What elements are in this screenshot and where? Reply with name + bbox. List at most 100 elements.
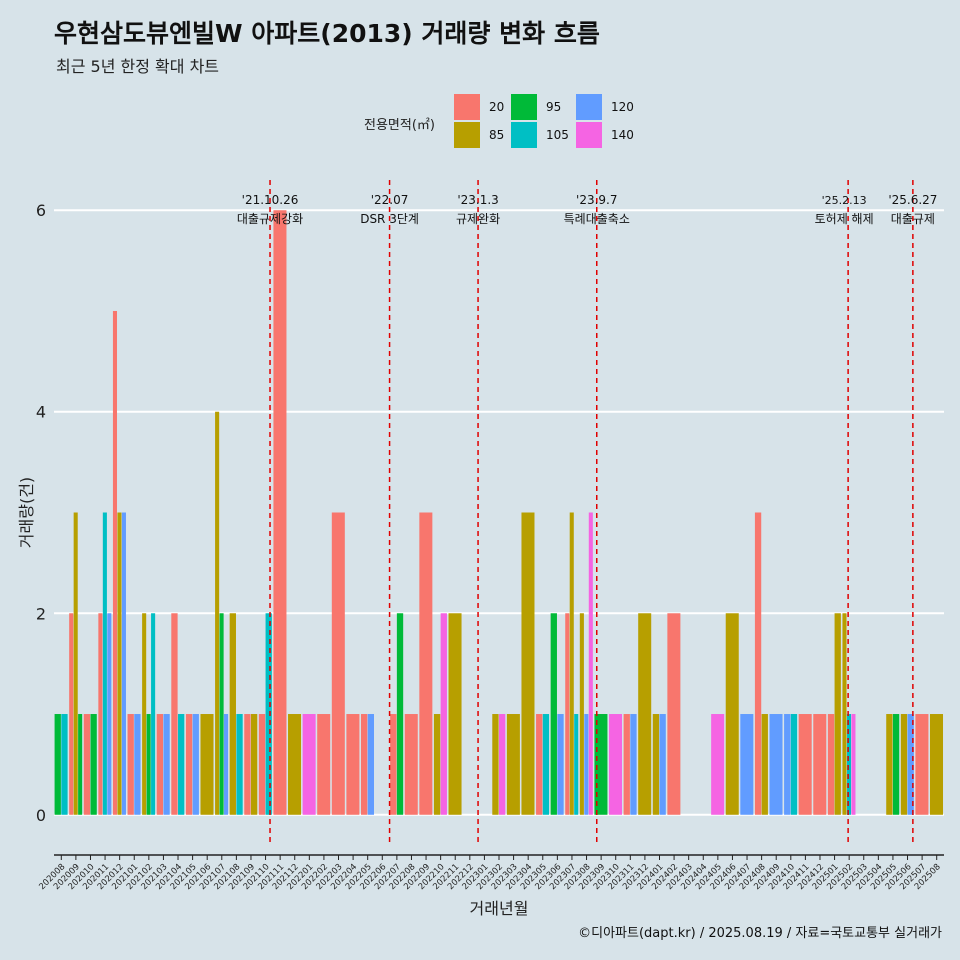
bar-202010-95 xyxy=(90,714,97,815)
bar-202501-20 xyxy=(827,714,835,815)
bar-202009-85 xyxy=(73,512,78,815)
legend-key-85 xyxy=(454,122,480,148)
bar-202508-85 xyxy=(929,714,944,815)
bar-202209-20 xyxy=(419,512,433,815)
bar-202410-105 xyxy=(790,714,798,815)
y-axis-title: 거래량(건) xyxy=(17,477,36,548)
bar-202102-105 xyxy=(151,613,156,815)
bar-202101-120 xyxy=(134,714,141,815)
bar-202009-95 xyxy=(78,714,83,815)
bar-202012-85 xyxy=(117,512,122,815)
legend-key-120 xyxy=(576,94,602,120)
bar-202311-20 xyxy=(623,714,630,815)
bar-202112-85 xyxy=(288,714,302,815)
event-name-label-2: 규제완화 xyxy=(456,212,500,226)
event-date-label-0: '21.10.26 xyxy=(242,193,299,207)
bar-202109-85 xyxy=(250,714,258,815)
legend-label-95: 95 xyxy=(546,100,562,114)
bar-202406-85 xyxy=(725,613,739,815)
bar-202110-105 xyxy=(265,613,272,815)
bar-202111-20 xyxy=(273,210,287,815)
bar-202312-85 xyxy=(638,613,652,815)
bar-202303-85 xyxy=(506,714,520,815)
bar-202103-20 xyxy=(156,714,164,815)
chart-subtitle: 최근 5년 한정 확대 차트 xyxy=(56,57,220,76)
bar-202502-105 xyxy=(846,714,851,815)
bar-202106-85 xyxy=(200,714,214,815)
bar-202506-85 xyxy=(900,714,908,815)
bar-202201-140 xyxy=(302,714,316,815)
bar-202101-20 xyxy=(127,714,134,815)
bar-202308-140 xyxy=(588,512,593,815)
bar-202108-105 xyxy=(236,714,243,815)
bar-202306-95 xyxy=(550,613,557,815)
bar-202302-140 xyxy=(499,714,506,815)
bar-202202-20 xyxy=(317,714,331,815)
legend-label-120: 120 xyxy=(611,100,634,114)
y-tick-label-6: 6 xyxy=(36,201,46,220)
source-caption: ©디아파트(dapt.kr) / 2025.08.19 / 자료=국토교통부 실… xyxy=(578,926,942,941)
bar-202207-95 xyxy=(396,613,404,815)
bar-202502-85 xyxy=(842,613,847,815)
bar-202310-140 xyxy=(609,714,623,815)
bar-202401-85 xyxy=(652,714,660,815)
event-date-label-3: '23.9.7 xyxy=(576,193,617,207)
event-name-label-3: 특례대출축소 xyxy=(564,212,630,226)
bar-202105-20 xyxy=(185,714,193,815)
bar-202103-120 xyxy=(163,714,170,815)
bar-202107-85 xyxy=(215,411,220,815)
bar-202102-95 xyxy=(146,714,151,815)
event-name-label-1: DSR 3단계 xyxy=(360,212,419,226)
bar-202501-85 xyxy=(834,613,841,815)
legend-label-140: 140 xyxy=(611,128,634,142)
x-axis-title: 거래년월 xyxy=(470,899,529,918)
bar-202211-85 xyxy=(448,613,462,815)
bar-202302-85 xyxy=(492,714,499,815)
event-date-label-5: '25.6.27 xyxy=(888,193,937,207)
bar-202401-120 xyxy=(659,714,666,815)
event-date-label-2: '23.1.3 xyxy=(457,193,498,207)
bar-202309-95 xyxy=(594,714,608,815)
bar-202306-120 xyxy=(557,714,564,815)
bar-202409-120 xyxy=(769,714,783,815)
legend-key-105 xyxy=(511,122,537,148)
bar-202311-120 xyxy=(630,714,637,815)
y-tick-label-4: 4 xyxy=(36,403,46,422)
event-name-label-4: 토허제 해제 xyxy=(815,212,874,226)
legend-label-105: 105 xyxy=(546,128,569,142)
bar-202305-105 xyxy=(542,714,550,815)
bar-202407-120 xyxy=(740,714,754,815)
bar-202012-20 xyxy=(112,310,118,815)
bar-202102-85 xyxy=(142,613,147,815)
bar-202011-105 xyxy=(102,512,107,815)
bar-202009-20 xyxy=(69,613,74,815)
bar-202304-85 xyxy=(521,512,535,815)
bar-202107-95 xyxy=(219,613,224,815)
bar-202207-20 xyxy=(390,714,397,815)
bar-202210-85 xyxy=(433,714,441,815)
bar-202008-105 xyxy=(61,714,68,815)
event-name-label-0: 대출규제강화 xyxy=(237,212,303,226)
event-date-label-4: '25.2.13 xyxy=(822,194,867,207)
bar-202107-120 xyxy=(224,714,229,815)
bar-202307-20 xyxy=(565,613,570,815)
bar-202105-120 xyxy=(192,714,199,815)
bar-202308-85 xyxy=(579,613,584,815)
bar-202204-20 xyxy=(346,714,360,815)
legend-key-95 xyxy=(511,94,537,120)
event-name-label-5: 대출규제 xyxy=(891,212,935,226)
bar-202109-20 xyxy=(244,714,251,815)
legend-label-85: 85 xyxy=(489,128,505,142)
bar-202205-20 xyxy=(360,714,368,815)
event-date-label-1: '22.07 xyxy=(371,193,409,207)
bar-202307-105 xyxy=(574,714,579,815)
bar-202412-20 xyxy=(813,714,827,815)
bar-202408-85 xyxy=(761,714,768,815)
legend-key-20 xyxy=(454,94,480,120)
bar-202410-120 xyxy=(784,714,791,815)
bar-202411-20 xyxy=(798,714,812,815)
bar-202012-120 xyxy=(121,512,126,815)
y-tick-label-2: 2 xyxy=(36,604,46,623)
bar-202405-140 xyxy=(711,714,725,815)
